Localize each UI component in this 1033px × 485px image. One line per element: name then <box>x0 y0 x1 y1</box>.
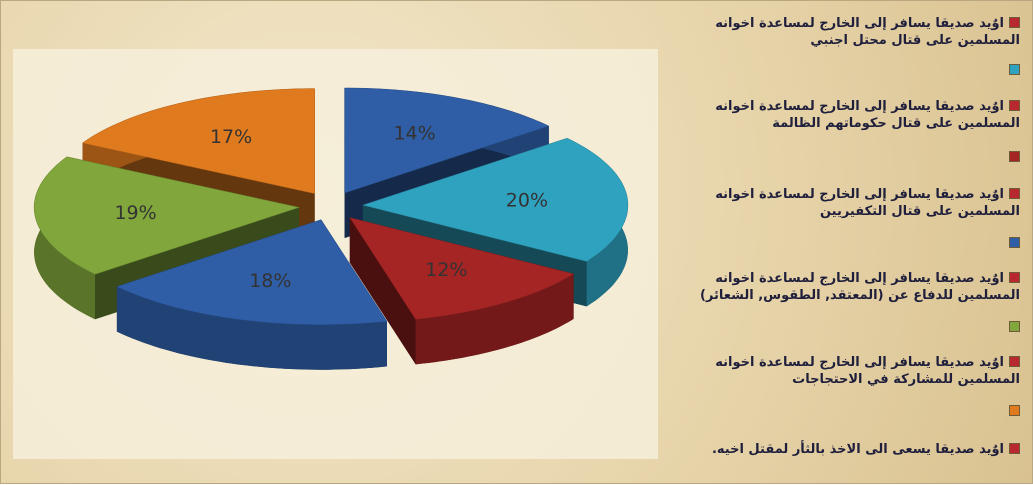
legend-entry: اوٌيد صديقا يسافر إلى الخارج لمساعدة اخو… <box>650 98 1020 132</box>
legend-entry: اوٌيد صديقا يسافر إلى الخارج لمساعدة اخو… <box>650 186 1020 220</box>
slice-side <box>415 273 574 365</box>
legend-marker <box>1009 188 1020 199</box>
legend-label: اوٌيد صديقا يسافر إلى الخارج لمساعدة اخو… <box>699 271 1020 303</box>
data-label: 12% <box>425 259 467 281</box>
slice <box>349 217 575 320</box>
slice <box>362 137 629 262</box>
data-label: 14% <box>393 123 435 145</box>
data-label: 17% <box>210 126 252 148</box>
legend-swatch <box>1009 321 1020 332</box>
slice <box>116 219 388 325</box>
slice-side <box>349 217 416 365</box>
slice <box>81 88 315 194</box>
legend-swatch <box>1009 151 1020 162</box>
data-label: 19% <box>114 202 156 224</box>
slice <box>344 87 550 194</box>
legend-entry: اوٌيد صديقا يسعى الى الاخذ بالثأر لمقتل … <box>650 441 1020 458</box>
legend-entry: اوٌيد صديقا يسافر إلى الخارج لمساعدة اخو… <box>650 15 1020 49</box>
legend-label: اوٌيد صديقا يسعى الى الاخذ بالثأر لمقتل … <box>711 442 1004 457</box>
legend-marker <box>1009 100 1020 111</box>
slice-side <box>116 286 388 370</box>
legend-marker <box>1009 356 1020 367</box>
legend-swatch <box>1009 237 1020 248</box>
legend-swatch <box>1009 405 1020 416</box>
data-label: 20% <box>506 190 548 212</box>
legend-marker <box>1009 17 1020 28</box>
legend-entry: اوٌيد صديقا يسافر إلى الخارج لمساعدة اخو… <box>650 270 1020 304</box>
legend-label: اوٌيد صديقا يسافر إلى الخارج لمساعدة اخو… <box>715 16 1020 48</box>
legend-marker <box>1009 443 1020 454</box>
pie-chart: 14% 17% 20% 19% 12% 18% <box>33 87 629 370</box>
legend-entry: اوٌيد صديقا يسافر إلى الخارج لمساعدة اخو… <box>650 354 1020 388</box>
legend-label: اوٌيد صديقا يسافر إلى الخارج لمساعدة اخو… <box>715 355 1020 387</box>
data-label: 18% <box>249 270 291 292</box>
legend-swatch <box>1009 64 1020 75</box>
legend-marker <box>1009 272 1020 283</box>
legend-label: اوٌيد صديقا يسافر إلى الخارج لمساعدة اخو… <box>715 99 1020 131</box>
slice <box>33 156 301 275</box>
legend-label: اوٌيد صديقا يسافر إلى الخارج لمساعدة اخو… <box>715 187 1020 219</box>
